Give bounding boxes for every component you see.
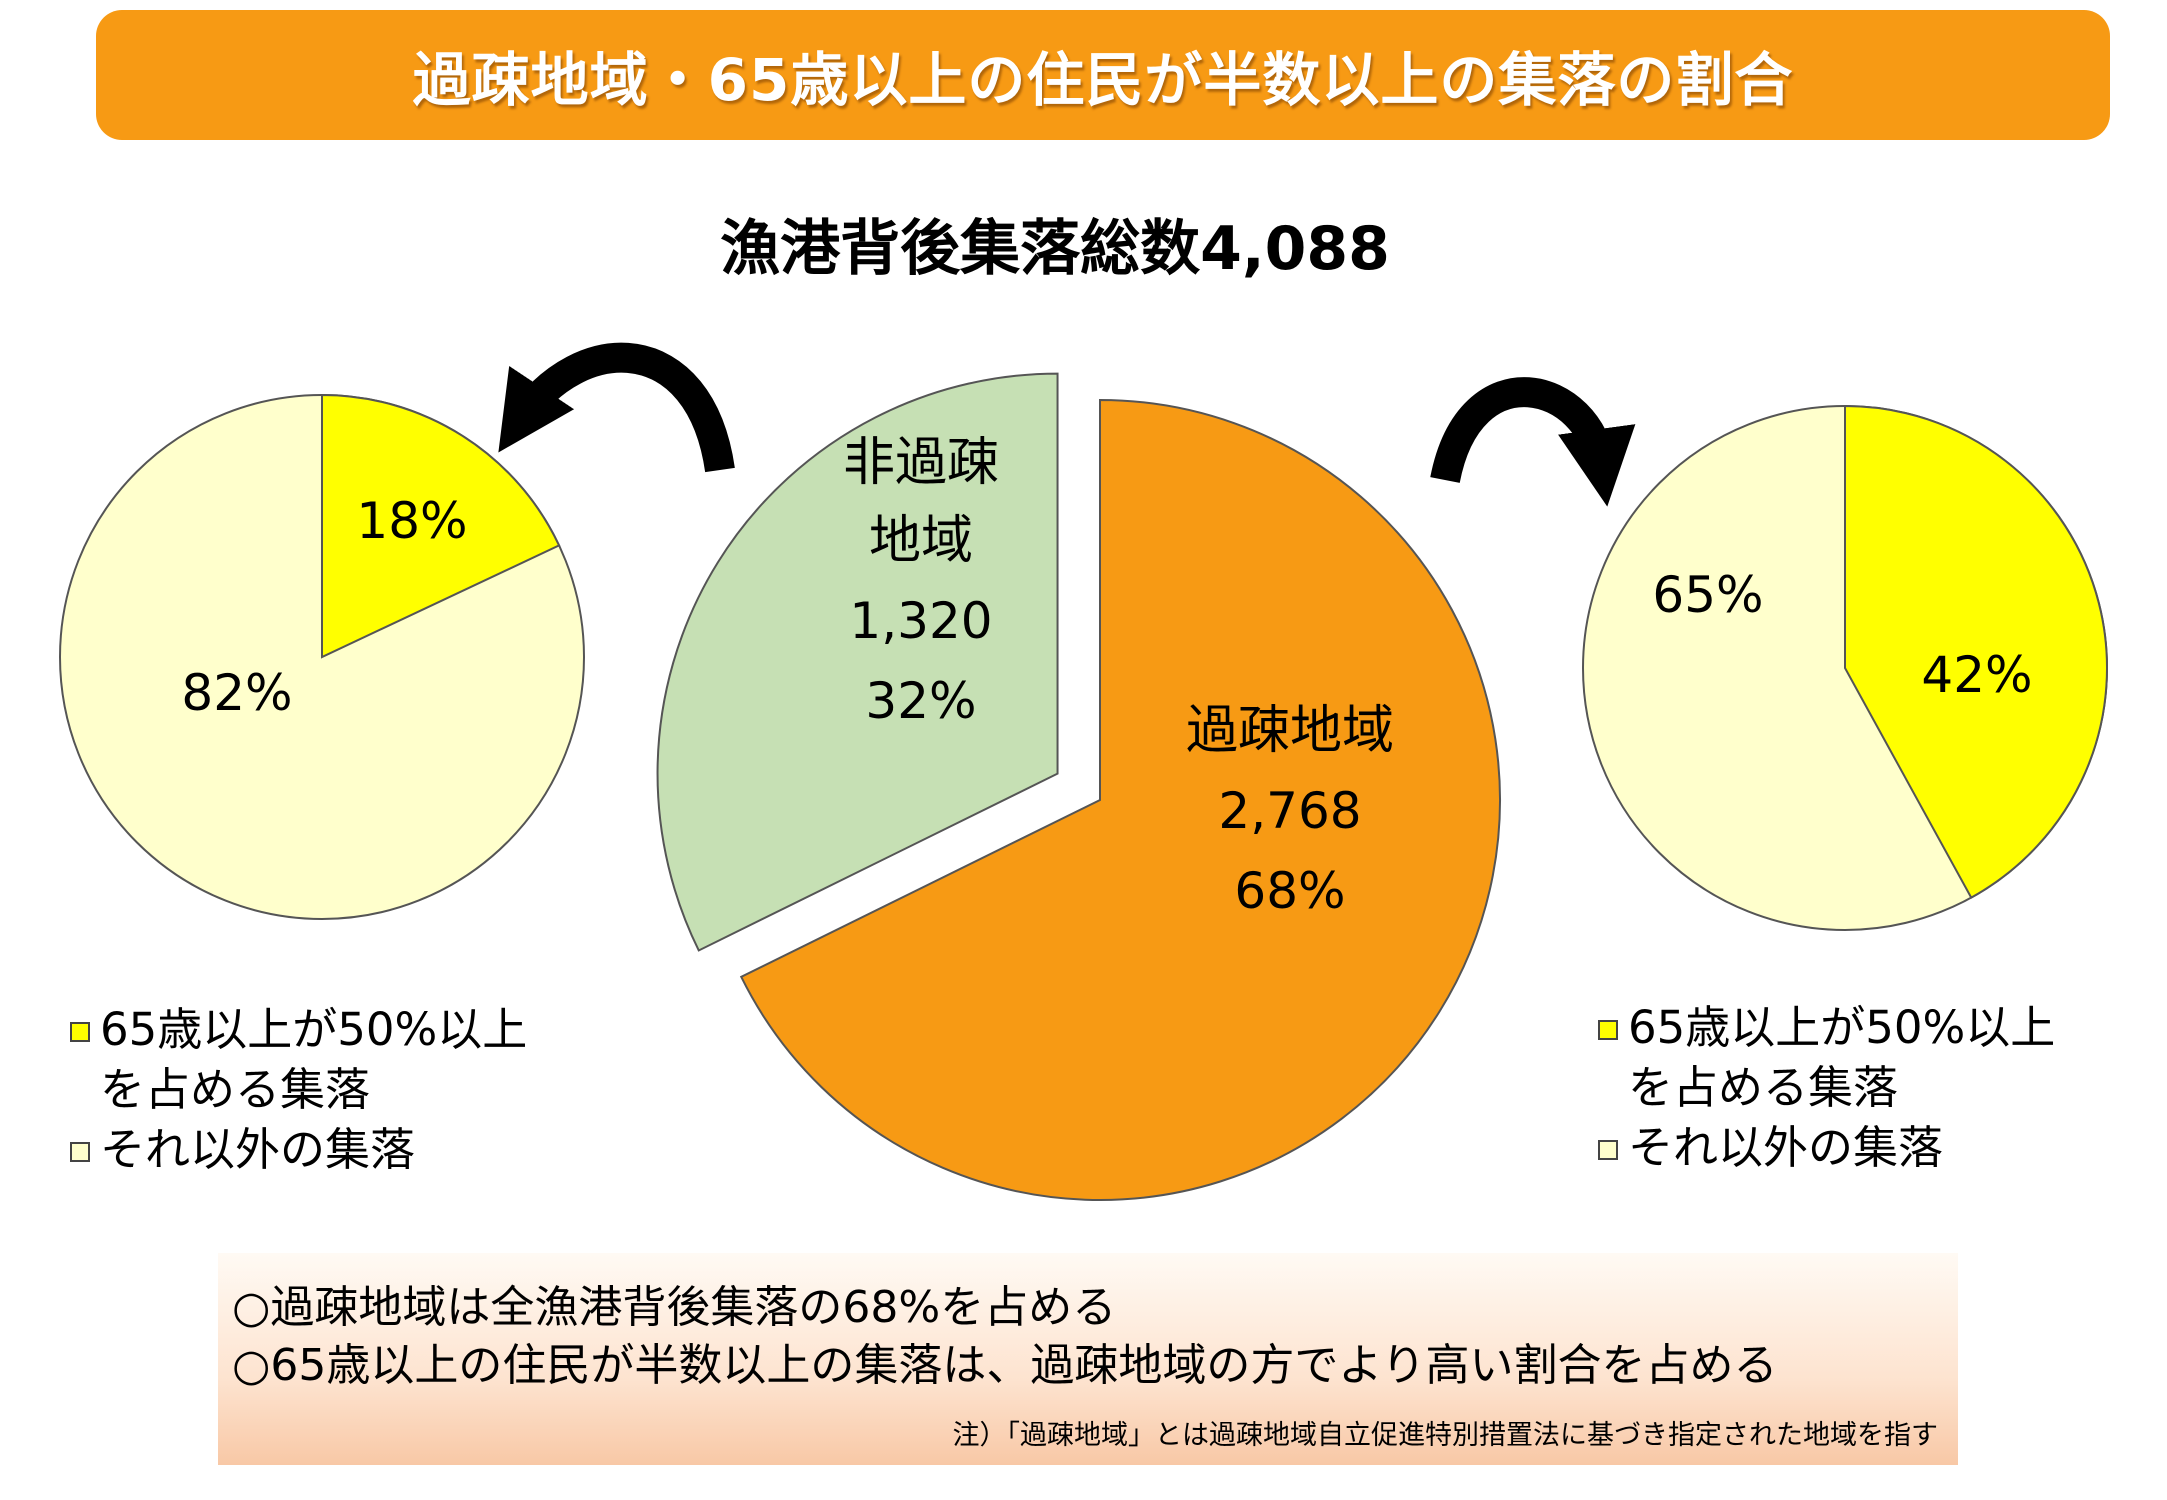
slice-label: 非過疎 [843,433,999,493]
legend-swatch-yellow [70,1022,90,1042]
right-pie-slice-elderly [1844,404,2108,899]
arrow-left-icon [498,342,735,473]
right-pie: 42% 65% [1582,404,2108,931]
summary-line: ○過疎地域は全漁港背後集落の68%を占める [232,1282,1117,1333]
legend-label: 65歳以上が50%以上 を占める集落 [1628,1001,2056,1114]
slice-label: 過疎地域 [1186,701,1394,761]
legend-item-elderly: 65歳以上が50%以上 を占める集落 [1598,998,2158,1118]
summary-line: ○65歳以上の住民が半数以上の集落は、過疎地域の方でより高い割合を占める [232,1340,1778,1391]
legend-item-other: それ以外の集落 [70,1120,630,1180]
left-pie-label-elderly: 18% [356,492,467,550]
left-pie: 18% 82% [59,393,585,920]
slice-value: 1,320 [849,592,992,650]
page-title: 過疎地域・65歳以上の住民が半数以上の集落の割合 [412,46,1794,114]
legend-label: 65歳以上が50%以上 を占める集落 [100,1003,528,1116]
legend-item-other: それ以外の集落 [1598,1118,2158,1178]
arrow-right-icon [1430,377,1636,507]
slice-percent: 32% [865,672,976,730]
left-pie-label-other: 82% [181,664,292,722]
pie-slice-non-depopulated [656,372,1059,952]
legend-right: 65歳以上が50%以上 を占める集落 それ以外の集落 [1598,998,2158,1178]
pie-slice-depopulated [739,398,1501,1201]
title-banner: 過疎地域・65歳以上の住民が半数以上の集落の割合 [96,10,2110,140]
slice-value: 2,768 [1218,782,1361,840]
legend-swatch-cream [1598,1140,1618,1160]
footnote: 注）「過疎地域」とは過疎地域自立促進特別措置法に基づき指定された地域を指す [952,1420,1939,1451]
right-pie-label-other: 65% [1652,566,1763,624]
legend-label: それ以外の集落 [1628,1121,1944,1174]
main-chart-title: 漁港背後集落総数4,088 [720,214,1390,284]
slice-label: 地域 [869,511,973,571]
legend-swatch-cream [70,1142,90,1162]
legend-left: 65歳以上が50%以上 を占める集落 それ以外の集落 [70,1000,630,1180]
legend-swatch-yellow [1598,1020,1618,1040]
left-pie-slice-elderly [321,393,561,659]
right-pie-label-elderly: 42% [1921,646,2032,704]
legend-label: それ以外の集落 [100,1123,416,1176]
summary-box: ○過疎地域は全漁港背後集落の68%を占める ○65歳以上の住民が半数以上の集落は… [218,1253,1958,1465]
legend-item-elderly: 65歳以上が50%以上 を占める集落 [70,1000,630,1120]
slice-percent: 68% [1234,862,1345,920]
